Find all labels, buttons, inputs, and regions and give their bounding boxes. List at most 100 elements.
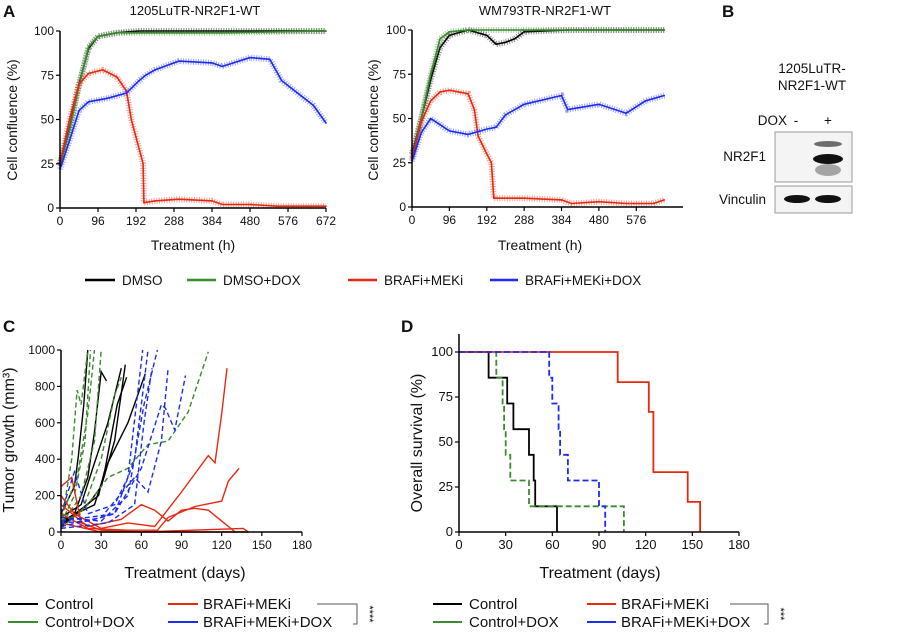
blot-nr2f1-band-smear <box>815 164 841 176</box>
series-brafi-meki-dox-point <box>644 100 647 102</box>
series-brafi-meki-point <box>325 205 327 208</box>
plot-area <box>459 351 701 532</box>
series-dmso-point <box>485 34 488 37</box>
x-tick-label: 672 <box>316 214 336 228</box>
series-dmso-point <box>138 30 140 32</box>
blot-dox-label: DOX <box>758 113 787 128</box>
series-brafi-meki-error-bars <box>409 87 666 207</box>
blot-cell-line-2: NR2F1-WT <box>778 78 846 93</box>
series-dmso-dox-point <box>87 46 90 48</box>
series-brafi-meki-dox-point <box>138 79 140 82</box>
blot-cell-line-1: 1205LuTR- <box>778 61 846 76</box>
x-tick-label: 288 <box>164 214 184 228</box>
blot-nr2f1-band-main <box>813 154 843 164</box>
series-brafi-meki-dox-point <box>420 131 423 134</box>
blot-lane-minus: - <box>794 113 799 128</box>
legend-c-label-brafi-meki-dox: BRAFi+MEKi+DOX <box>203 614 332 631</box>
series-dmso-point <box>504 41 507 44</box>
series-brafi-meki-point <box>570 202 573 205</box>
y-tick-label: 25 <box>439 479 453 494</box>
series-brafi-meki-dox-survival-curve <box>459 351 607 532</box>
series-brafi-meki-dox-point <box>504 114 507 116</box>
series-control-dox-animal-curve <box>60 349 92 524</box>
series-brafi-meki-point <box>211 200 213 202</box>
series-brafi-meki-point <box>139 154 142 156</box>
series-brafi-meki-point <box>492 197 495 199</box>
x-tick-label: 60 <box>135 538 149 552</box>
series-control-dox-survival-curve <box>459 351 625 532</box>
y-tick-label: 100 <box>386 23 406 37</box>
series-dmso-dox-point <box>97 35 99 38</box>
series-brafi-meki-point <box>87 72 90 75</box>
series-brafi-meki-dox <box>409 92 666 162</box>
series-dmso-dox-error-bars <box>57 28 327 167</box>
series-brafi-meki-dox-point <box>312 104 315 107</box>
x-tick-label: 96 <box>91 214 105 228</box>
blot-band-label-nr2f1: NR2F1 <box>723 149 766 164</box>
y-tick-label: 0 <box>446 524 453 539</box>
y-tick-label: 0 <box>399 200 406 214</box>
x-tick-label: 384 <box>552 213 572 227</box>
panel-label-c: C <box>3 317 15 336</box>
blot-lane-plus: + <box>824 113 832 128</box>
series-dmso-dox-line <box>59 30 327 166</box>
chart-a2-ylabel: Cell confluence (%) <box>365 59 381 180</box>
chart-a1-ylabel: Cell confluence (%) <box>4 59 20 180</box>
series-brafi-meki-point <box>560 199 563 201</box>
y-tick-label: 800 <box>35 379 55 393</box>
series-brafi-meki-dox-animal-curve <box>60 368 153 530</box>
chart-a1-title: 1205LuTR-NR2F1-WT <box>130 3 261 18</box>
series-dmso-dox-error-bars <box>409 27 665 159</box>
chart-1: 0 96 192 288 384 480 576 0 25 50 75 100 <box>386 23 683 227</box>
series-brafi-meki-dox-point <box>154 69 156 71</box>
series-brafi-meki-dox-error-bars <box>57 54 329 171</box>
x-tick-label: 120 <box>635 537 657 552</box>
series-dmso-dox-point <box>663 29 666 31</box>
series-dmso-dox-point <box>68 129 71 131</box>
series-brafi-meki-point <box>177 198 180 200</box>
series-control-animal-curve <box>60 349 89 515</box>
y-tick-label: 1000 <box>28 343 55 357</box>
legend-a-label-brafi-meki: BRAFi+MEKi <box>384 273 463 288</box>
series-brafi-meki <box>459 351 701 532</box>
legend-c-bracket <box>317 603 358 625</box>
series-control-animal-curve <box>60 373 146 522</box>
series-brafi-meki-point <box>663 199 666 201</box>
series-brafi-meki-point <box>221 203 224 206</box>
y-tick-label: 0 <box>48 525 55 539</box>
series-dmso-dox-point <box>116 31 118 34</box>
series-brafi-meki-dox-point <box>268 58 271 61</box>
x-tick-label: 0 <box>57 214 64 228</box>
chart-0: 0 96 192 288 384 480 576 672 0 25 50 75 100 <box>34 24 336 228</box>
y-tick-label: 75 <box>41 68 55 82</box>
x-tick-label: 480 <box>240 214 260 228</box>
series-control-dox <box>459 351 625 532</box>
series-brafi-meki-point <box>523 197 525 199</box>
y-tick-label: 50 <box>393 112 407 126</box>
series-brafi-meki-dox-animal-curve <box>60 375 187 522</box>
series-dmso-error-bars <box>57 28 326 165</box>
blot-vinculin-band-minus <box>784 195 810 203</box>
series-dmso-line <box>59 30 326 165</box>
x-tick-label: 90 <box>175 538 189 552</box>
series-brafi-meki-dox-point <box>485 128 488 130</box>
series-brafi-meki-point <box>429 100 432 102</box>
series-control-animal-curve <box>60 368 122 518</box>
series-dmso-dox-point <box>439 38 441 40</box>
y-tick-label: 75 <box>439 389 453 404</box>
series-dmso-point <box>448 34 451 37</box>
series-brafi-meki <box>409 87 666 207</box>
series-dmso-dox <box>409 27 666 159</box>
series-brafi-meki-point <box>598 200 600 203</box>
series-dmso-error-bars <box>409 26 665 155</box>
chart-d-ylabel: Overall survival (%) <box>409 374 426 513</box>
series-brafi-meki-dox-point <box>68 139 71 142</box>
series-brafi-meki-dox <box>60 349 187 530</box>
x-tick-label: 150 <box>681 537 703 552</box>
series-brafi-meki-line <box>411 89 665 205</box>
panel-label-a: A <box>3 2 15 21</box>
series-brafi-meki-point <box>78 83 80 85</box>
x-tick-label: 180 <box>292 538 312 552</box>
series-brafi-meki-point <box>116 76 118 78</box>
